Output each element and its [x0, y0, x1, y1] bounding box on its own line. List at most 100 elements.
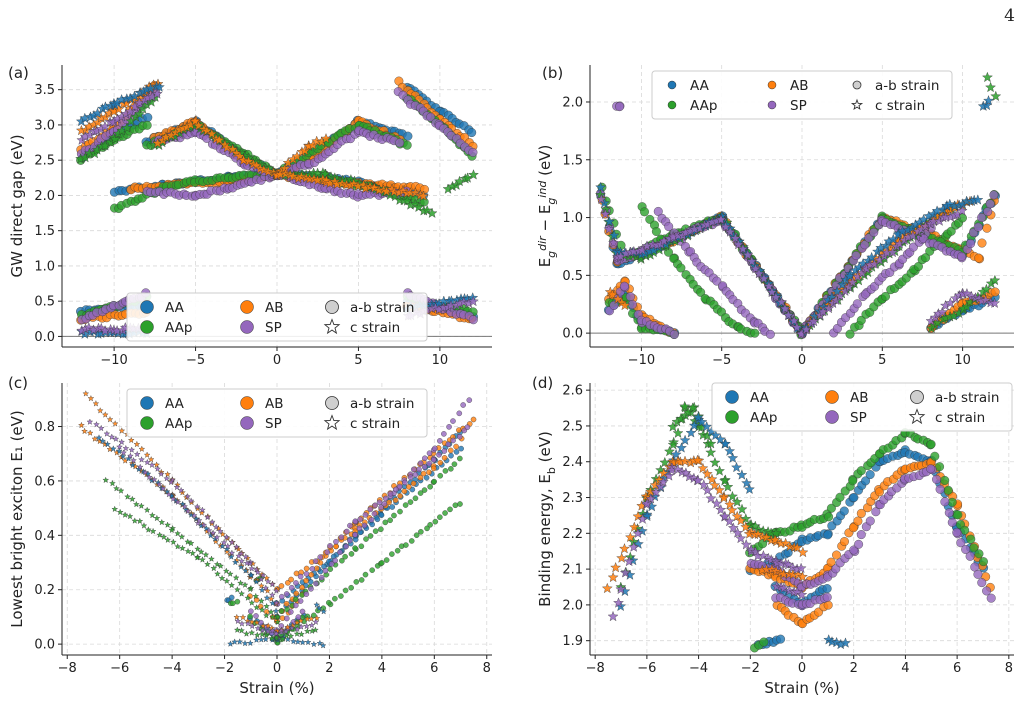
- legend-label-ab: a-b strain: [935, 390, 999, 406]
- star-point-AAp: [126, 512, 134, 520]
- star-point-SP: [216, 527, 224, 535]
- series-SP-c-strain: [76, 88, 479, 336]
- y-tick-label: 3.5: [34, 83, 55, 98]
- circle-point-SP: [851, 251, 861, 261]
- star-point-AAp: [258, 630, 266, 638]
- circle-point-AA: [143, 112, 153, 122]
- star-point-AB: [307, 615, 315, 622]
- star-point-AAp: [263, 612, 270, 619]
- legend-label-SP: SP: [790, 98, 807, 114]
- star-point-SP: [128, 446, 136, 453]
- circle-point-SP: [352, 532, 358, 538]
- series-SP-c-strain: [595, 193, 1001, 339]
- circle-point-SP: [468, 315, 478, 325]
- circle-point-AAp: [442, 468, 449, 474]
- star-point-AAp: [990, 90, 1002, 102]
- legend-marker-SP: [240, 416, 254, 430]
- legend-marker-c-strain: [323, 414, 341, 431]
- star-point-AAp: [193, 554, 201, 561]
- x-tick-label: 4: [901, 661, 909, 676]
- star-point-AAp: [149, 527, 157, 535]
- star-point-SP: [264, 627, 272, 635]
- circle-point-SP: [460, 402, 466, 408]
- star-point-SP: [779, 303, 791, 314]
- circle-point-AAp: [332, 595, 338, 602]
- star-point-AB: [714, 484, 725, 495]
- circle-point-AAp: [974, 549, 984, 559]
- circle-point-AB: [826, 557, 836, 567]
- circle-point-SP: [436, 452, 442, 458]
- star-point-SP: [847, 276, 859, 287]
- circle-point-SP: [464, 424, 471, 430]
- star-point-AA: [944, 198, 956, 210]
- star-point-AAp: [274, 613, 282, 620]
- circle-point-AA: [849, 493, 859, 502]
- star-point-AB: [153, 461, 160, 468]
- y-tick-label: 2.6: [562, 384, 583, 399]
- series-AA-ab-strain: [745, 445, 989, 650]
- circle-point-AAp: [247, 613, 253, 620]
- star-point-AAp: [238, 627, 245, 634]
- star-point-AA: [253, 636, 260, 643]
- star-point-AB: [82, 390, 90, 397]
- star-point-AB: [409, 187, 421, 198]
- legend-marker-AAp: [667, 100, 677, 110]
- star-point-AB: [313, 614, 321, 622]
- star-point-AAp: [253, 631, 261, 639]
- star-point-AA: [685, 427, 697, 438]
- circle-point-AAp: [339, 557, 345, 564]
- star-point-AAp: [228, 581, 235, 589]
- y-tick-label: 1.5: [562, 153, 583, 168]
- circle-point-AB: [303, 565, 310, 572]
- star-point-AAp: [168, 526, 176, 534]
- star-point-SP: [169, 495, 177, 502]
- panel-label: (d): [532, 374, 553, 392]
- star-point-SP: [195, 517, 203, 524]
- star-point-AA: [290, 637, 297, 645]
- star-point-AA: [741, 477, 753, 488]
- circle-point-AAp: [946, 226, 956, 236]
- circle-point-SP: [977, 578, 987, 588]
- star-point-SP: [750, 263, 761, 274]
- star-point-AB: [284, 623, 291, 631]
- circle-point-AB: [974, 253, 984, 263]
- x-tick-label: 0: [273, 353, 281, 368]
- star-point-SP: [724, 226, 736, 237]
- star-point-SP: [839, 285, 851, 296]
- star-point-AAp: [667, 439, 679, 450]
- star-point-AAp: [121, 122, 133, 133]
- circle-point-AB: [430, 465, 437, 472]
- star-point-AAp: [145, 526, 152, 533]
- x-tick-label: 8: [1005, 661, 1013, 676]
- star-point-AB: [607, 571, 619, 583]
- star-point-SP: [199, 506, 206, 513]
- circle-point-SP: [402, 479, 408, 486]
- circle-point-AAp: [424, 525, 430, 532]
- circle-point-AA: [467, 128, 477, 138]
- star-point-AB: [96, 407, 104, 414]
- star-point-AB: [262, 165, 274, 177]
- circle-point-AA: [458, 445, 464, 452]
- panel-label: (b): [542, 64, 563, 82]
- star-point-SP: [278, 627, 285, 634]
- circle-point-AA: [423, 474, 430, 481]
- star-point-AAp: [109, 133, 121, 144]
- star-point-AAp: [241, 581, 249, 588]
- y-tick-label: 0.0: [562, 327, 583, 342]
- circle-point-AAp: [442, 510, 448, 516]
- circle-point-AAp: [348, 551, 355, 557]
- star-point-AB: [201, 125, 213, 136]
- star-point-AAp: [83, 147, 95, 158]
- circle-point-SP: [417, 460, 424, 466]
- star-point-AB: [189, 115, 201, 126]
- circle-point-AB: [832, 550, 841, 560]
- circle-point-AAp: [292, 596, 299, 603]
- panel-d: −8 −6 −4 −2 0 2 4 6 8 1.9 2.0 2.1 2.2 2.3 2.4 2.5 2.6 (d)…: [532, 374, 1014, 697]
- star-point-AA: [320, 608, 327, 615]
- star-point-AAp: [124, 493, 131, 500]
- star-point-AAp: [178, 533, 186, 540]
- circle-point-SP: [361, 522, 368, 529]
- star-point-SP: [613, 597, 624, 608]
- star-point-SP: [312, 618, 320, 625]
- star-point-SP: [122, 444, 130, 452]
